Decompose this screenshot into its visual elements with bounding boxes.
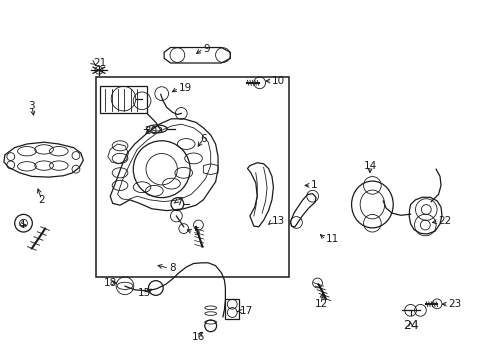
Text: 20: 20 bbox=[145, 126, 158, 136]
Text: 24: 24 bbox=[403, 319, 418, 332]
Text: 14: 14 bbox=[363, 161, 377, 171]
Text: 2: 2 bbox=[38, 195, 45, 205]
Bar bbox=[96, 77, 289, 277]
Text: 22: 22 bbox=[439, 216, 452, 226]
Text: 17: 17 bbox=[240, 306, 253, 316]
Text: 18: 18 bbox=[103, 278, 117, 288]
Text: 11: 11 bbox=[326, 234, 339, 244]
Bar bbox=[225, 299, 239, 319]
Text: 16: 16 bbox=[192, 332, 205, 342]
Text: 10: 10 bbox=[272, 76, 285, 86]
Text: 23: 23 bbox=[448, 299, 462, 309]
Text: 8: 8 bbox=[169, 263, 176, 273]
Text: 6: 6 bbox=[200, 134, 207, 144]
Text: 4: 4 bbox=[19, 220, 25, 230]
Text: 15: 15 bbox=[138, 288, 151, 298]
Bar bbox=[100, 86, 147, 113]
Text: 21: 21 bbox=[93, 58, 106, 68]
Text: 12: 12 bbox=[314, 299, 328, 309]
Text: 19: 19 bbox=[179, 83, 192, 93]
Text: 5: 5 bbox=[194, 227, 200, 237]
Text: 9: 9 bbox=[203, 44, 210, 54]
Text: 13: 13 bbox=[272, 216, 285, 226]
Text: 1: 1 bbox=[311, 180, 318, 190]
Text: 3: 3 bbox=[28, 101, 35, 111]
Text: 7: 7 bbox=[176, 197, 183, 207]
